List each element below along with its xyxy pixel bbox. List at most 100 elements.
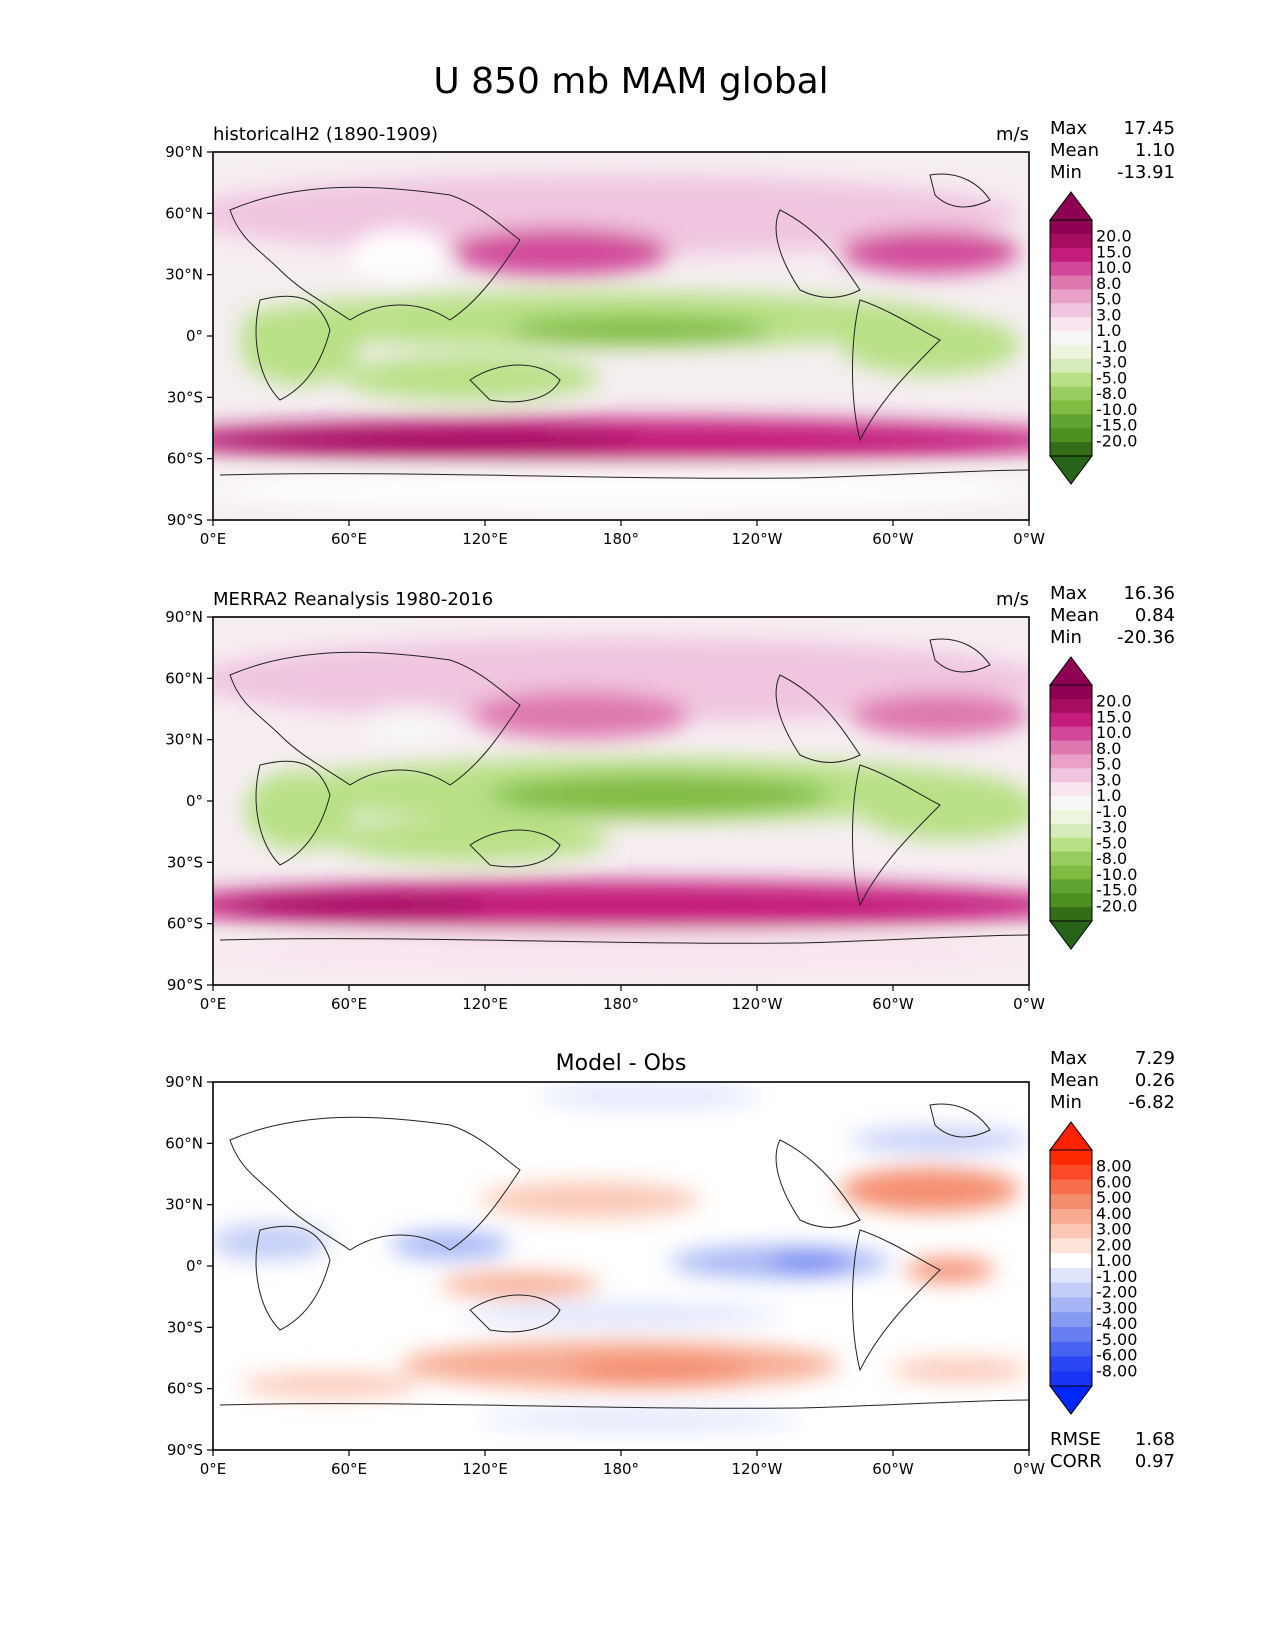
colorbar-label: 5.00 [1096,1188,1132,1207]
colorbar-segment [1050,428,1092,443]
colorbar-label: 4.00 [1096,1204,1132,1223]
colorbar-label: -10.0 [1096,865,1137,884]
stat-label-mean: Mean [1050,140,1099,161]
colorbar-segment [1050,768,1092,783]
colorbar-segment [1050,344,1092,360]
rmse-value: 1.68 [1135,1429,1175,1450]
y-tick-label: 30°S [167,388,203,406]
colorbar-segment [1050,879,1092,894]
y-tick-label: 60°N [165,669,203,687]
colorbar-label: -20.0 [1096,431,1137,450]
colorbar-segment [1050,1150,1092,1166]
colorbar-segment [1050,712,1092,728]
colorbar-segment [1050,809,1092,825]
stat-label-mean: Mean [1050,605,1099,626]
stat-value-min: -20.36 [1117,627,1175,648]
colorbar-segment [1050,1179,1092,1195]
colorbar-segment [1050,414,1092,429]
panel-observation: MERRA2 Reanalysis 1980-2016 m/s [165,583,1175,1013]
colorbar-min-arrow [1049,1385,1093,1415]
colorbar-segment [1050,865,1092,880]
corr-value: 0.97 [1135,1451,1175,1472]
colorbar-segment [1050,685,1092,700]
stat-value-mean: 1.10 [1135,140,1175,161]
colorbar-segment [1050,907,1092,922]
x-tick-label: 0°E [200,530,227,548]
colorbar-label: -5.00 [1096,1330,1137,1349]
colorbar-segment [1050,796,1092,811]
y-tick-label: 60°S [167,915,203,933]
colorbar-segment [1050,1238,1092,1254]
y-tick-label: 90°N [165,608,203,626]
y-tick-label: 0° [186,792,203,810]
x-tick-label: 120°E [462,995,508,1013]
y-tick-label: 0° [186,327,203,345]
colorbar-label: 10.0 [1096,723,1132,742]
colorbar-label: 8.0 [1096,274,1121,293]
map-field [213,152,1029,520]
colorbar-label: -4.00 [1096,1314,1137,1333]
colorbar-segment [1050,247,1092,263]
colorbar-segment [1050,317,1092,332]
colorbar-segment [1050,372,1092,388]
y-tick-label: 30°S [167,853,203,871]
stat-value-max: 17.45 [1123,118,1175,139]
map-axes: 0°E 60°E 120°E 180° 120°W 60°W 0°W 90°N 60°N 30°N… [165,1073,1045,1478]
colorbar-label: -1.0 [1096,337,1127,356]
x-tick-label: 0°E [200,1460,227,1478]
colorbar-segment [1050,1209,1092,1225]
x-tick-label: 0°W [1013,530,1045,548]
map-axes: 0°E 60°E 120°E 180° 120°W 60°W 0°W 90°N 60°N 30°N… [165,143,1045,548]
stat-label-max: Max [1050,118,1088,139]
colorbar-label: -10.0 [1096,400,1137,419]
x-tick-label: 60°W [872,530,914,548]
colorbar-frame [1049,684,1093,922]
y-tick-label: 30°N [165,731,203,749]
x-tick-label: 0°W [1013,995,1045,1013]
y-tick-label: 90°N [165,1073,203,1091]
stat-label-min: Min [1050,627,1082,648]
rmse-label: RMSE [1050,1429,1101,1450]
colorbar-label: -3.00 [1096,1298,1137,1317]
colorbar-segment [1050,1164,1092,1180]
stats-block: Max 17.45 Mean 1.10 Min -13.91 [1050,118,1175,183]
y-tick-label: 30°N [165,266,203,284]
x-tick-label: 60°E [331,1460,367,1478]
colorbar-label: -5.0 [1096,833,1127,852]
stats-block: Max 7.29 Mean 0.26 Min -6.82 [1050,1048,1175,1113]
panel-difference: Model - Obs [165,1048,1175,1478]
colorbar-segment [1050,740,1092,755]
colorbar-label: -8.0 [1096,384,1127,403]
stat-value-min: -6.82 [1128,1092,1175,1113]
x-tick-label: 120°E [462,530,508,548]
x-tick-label: 180° [603,530,639,548]
colorbar-label: 15.0 [1096,707,1132,726]
x-tick-label: 120°W [732,995,783,1013]
stat-value-min: -13.91 [1117,162,1175,183]
colorbar-label: 20.0 [1096,227,1132,246]
colorbar-segment [1050,1268,1092,1284]
colorbar-label: 1.0 [1096,321,1121,340]
colorbar-label: 20.0 [1096,692,1132,711]
colorbar-label: 1.00 [1096,1251,1132,1270]
coastlines [219,173,1029,479]
y-tick-label: 60°S [167,450,203,468]
stat-label-min: Min [1050,162,1082,183]
y-tick-label: 60°N [165,204,203,222]
colorbar-frame [1049,219,1093,457]
colorbar-label: 1.0 [1096,786,1121,805]
coastlines [219,1103,1029,1409]
y-tick-label: 60°S [167,1380,203,1398]
x-tick-label: 60°E [331,530,367,548]
colorbar-min-arrow [1049,920,1093,950]
colorbar-segment [1050,386,1092,401]
y-tick-label: 90°S [167,1441,203,1459]
stat-value-mean: 0.84 [1135,605,1175,626]
colorbar-label: -3.0 [1096,818,1127,837]
colorbar-label: -15.0 [1096,416,1137,435]
stat-label-mean: Mean [1050,1070,1099,1091]
colorbar-segment [1050,303,1092,318]
colorbar-label: 3.0 [1096,770,1121,789]
y-tick-label: 90°N [165,143,203,161]
